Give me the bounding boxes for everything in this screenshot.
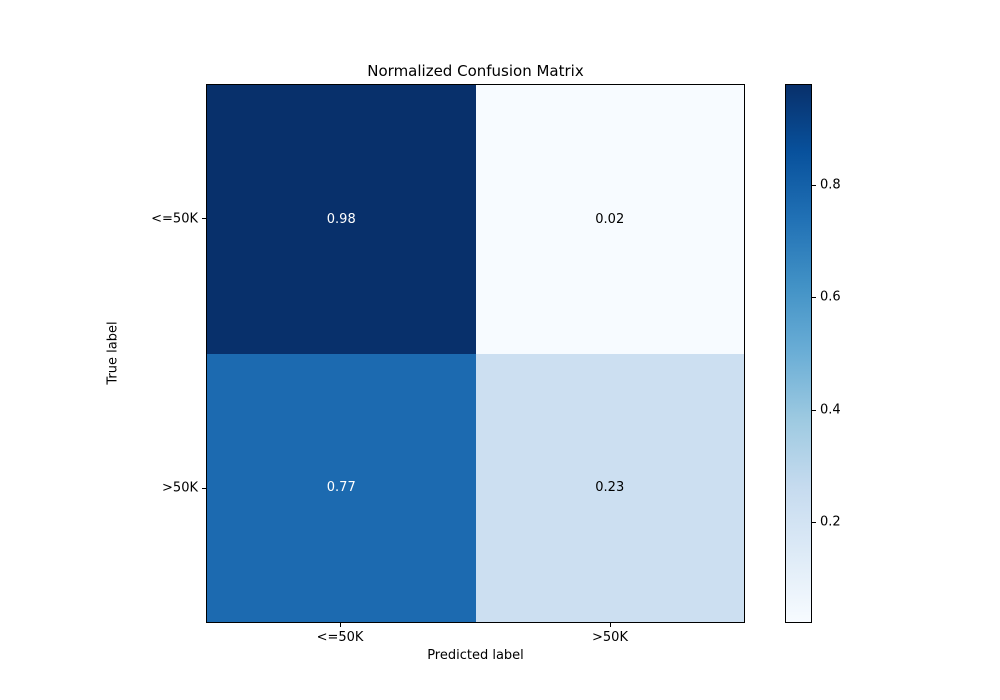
matrix-cell-true-gt50k-pred-le50k: 0.77 — [207, 353, 476, 622]
chart-title: Normalized Confusion Matrix — [367, 62, 584, 80]
x-tick-label-gt50k: >50K — [592, 630, 628, 645]
y-tick-label-le50k: <=50K — [151, 211, 198, 227]
y-tick-mark — [202, 218, 206, 219]
colorbar-tick-mark — [812, 297, 816, 298]
y-axis-label: True label — [105, 321, 121, 385]
colorbar-tick-label-0-6: 0.6 — [820, 289, 841, 305]
colorbar-tick-mark — [812, 185, 816, 186]
colorbar-gradient — [785, 84, 812, 623]
colorbar-tick-label-0-8: 0.8 — [820, 177, 841, 193]
x-tick-mark — [610, 623, 611, 627]
colorbar-tick-label-0-4: 0.4 — [820, 402, 841, 418]
matrix-cell-true-le50k-pred-gt50k: 0.02 — [475, 85, 744, 354]
y-tick-label-gt50k: >50K — [162, 480, 198, 496]
matrix-cell-true-le50k-pred-le50k: 0.98 — [207, 85, 476, 354]
colorbar-tick-mark — [812, 522, 816, 523]
x-tick-mark — [340, 623, 341, 627]
x-axis-label: Predicted label — [427, 648, 524, 663]
colorbar-tick-label-0-2: 0.2 — [820, 514, 841, 530]
heatmap-axes: 0.98 0.02 0.77 0.23 — [206, 84, 745, 623]
x-tick-label-le50k: <=50K — [316, 630, 364, 645]
colorbar-tick-mark — [812, 410, 816, 411]
matrix-cell-true-gt50k-pred-gt50k: 0.23 — [475, 353, 744, 622]
y-tick-mark — [202, 488, 206, 489]
